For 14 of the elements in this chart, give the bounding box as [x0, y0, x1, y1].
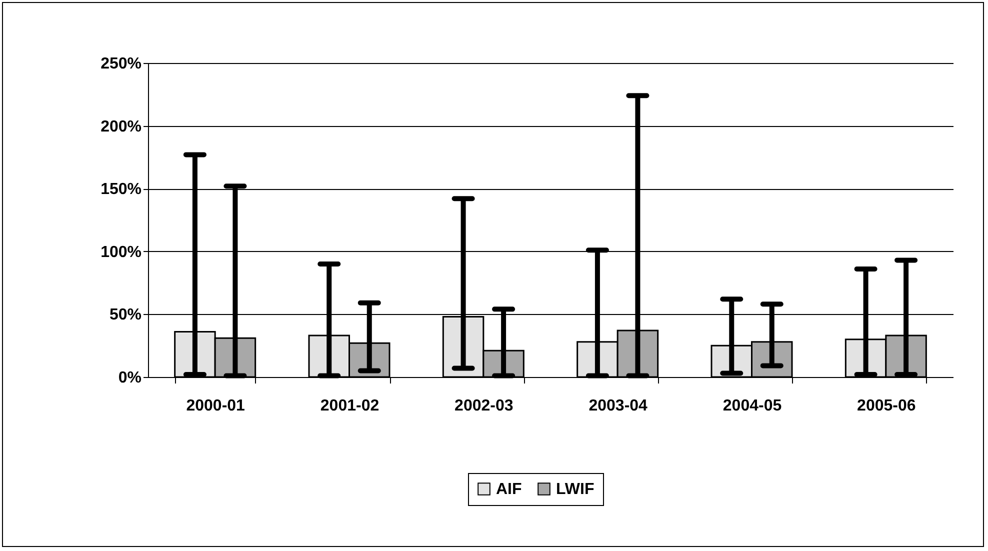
legend-label: AIF	[496, 481, 522, 498]
legend-label: LWIF	[556, 481, 594, 498]
y-tick-label: 250%	[100, 56, 142, 72]
y-tick-label: 50%	[109, 306, 142, 324]
x-tick-label: 2005-06	[857, 398, 916, 414]
x-tick-label: 2000-01	[186, 398, 246, 414]
x-tick-label: 2004-05	[722, 398, 782, 414]
x-tick-label: 2001-02	[320, 398, 380, 414]
y-tick-label: 0%	[118, 370, 142, 386]
y-tick-label: 150%	[100, 181, 142, 198]
y-tick-label: 100%	[100, 244, 142, 261]
y-tick-label: 200%	[100, 118, 142, 136]
x-tick-label: 2002-03	[454, 398, 514, 414]
x-tick-label: 2003-04	[588, 398, 648, 414]
